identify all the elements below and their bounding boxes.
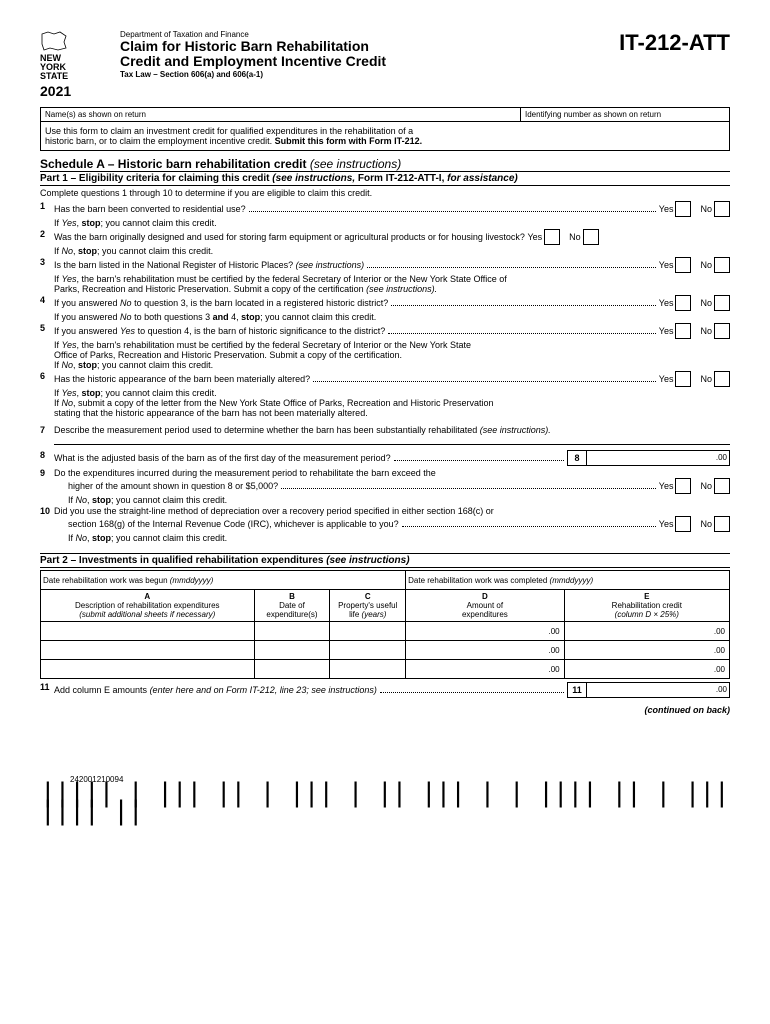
question-5: 5 If you answered Yes to question 4, is …: [40, 322, 730, 340]
form-title-1: Claim for Historic Barn Rehabilitation: [120, 39, 619, 54]
q5-sub3: If No, stop; you cannot claim this credi…: [40, 360, 730, 370]
q6-yes-no[interactable]: Yes No: [659, 371, 730, 387]
q5-yes-no[interactable]: Yes No: [659, 323, 730, 339]
q6-sub3: stating that the historic appearance of …: [40, 408, 730, 418]
q3-sub1: If Yes, the barn's rehabilitation must b…: [40, 274, 730, 284]
q3-yes-no[interactable]: Yes No: [659, 257, 730, 273]
q4-sub: If you answered No to both questions 3 a…: [40, 312, 730, 322]
use-instructions: Use this form to claim an investment cre…: [40, 122, 730, 151]
barcode-area: 242001210094 ||||| | ||| || | ||| | || |…: [40, 775, 730, 820]
date-row[interactable]: Date rehabilitation work was begun (mmdd…: [41, 571, 730, 590]
state-text: NEW YORK STATE: [40, 54, 110, 81]
q6-sub1: If Yes, stop; you cannot claim this cred…: [40, 388, 730, 398]
tax-year: 2021: [40, 83, 110, 99]
q5-sub2: Office of Parks, Recreation and Historic…: [40, 350, 730, 360]
question-1: 1 Has the barn been converted to residen…: [40, 200, 730, 218]
q1-sub: If Yes, stop; you cannot claim this cred…: [40, 218, 730, 228]
form-header: NEW YORK STATE 2021 Department of Taxati…: [40, 30, 730, 99]
column-headers: ADescription of rehabilitation expenditu…: [41, 590, 730, 622]
table-row[interactable]: .00.00: [41, 660, 730, 679]
line-11-amount[interactable]: 11.00: [567, 682, 730, 698]
q2-yes-no[interactable]: Yes No: [527, 229, 598, 245]
question-3: 3 Is the barn listed in the National Reg…: [40, 256, 730, 274]
q5-sub1: If Yes, the barn's rehabilitation must b…: [40, 340, 730, 350]
continued-text: (continued on back): [40, 705, 730, 715]
q2-sub: If No, stop; you cannot claim this credi…: [40, 246, 730, 256]
q7-input-line[interactable]: [54, 444, 730, 445]
q9-yes-no[interactable]: Yes No: [659, 478, 730, 494]
barcode-icon: ||||| | ||| || | ||| | || ||| | | |||| |…: [40, 784, 730, 820]
question-10: 10 Did you use the straight-line method …: [40, 505, 730, 533]
part-2-title: Part 2 – Investments in qualified rehabi…: [40, 553, 730, 568]
title-block: Department of Taxation and Finance Claim…: [110, 30, 619, 79]
ny-state-icon: [40, 30, 68, 52]
part-2-table: Date rehabilitation work was begun (mmdd…: [40, 570, 730, 679]
q4-yes-no[interactable]: Yes No: [659, 295, 730, 311]
table-row[interactable]: .00.00: [41, 622, 730, 641]
schedule-a-title: Schedule A – Historic barn rehabilitatio…: [40, 157, 730, 171]
question-9: 9 Do the expenditures incurred during th…: [40, 467, 730, 495]
form-title-2: Credit and Employment Incentive Credit: [120, 54, 619, 69]
q10-sub: If No, stop; you cannot claim this credi…: [40, 533, 730, 543]
q3-sub2: Parks, Recreation and Historic Preservat…: [40, 284, 730, 294]
q6-sub2: If No, submit a copy of the letter from …: [40, 398, 730, 408]
question-7: 7 Describe the measurement period used t…: [40, 424, 730, 436]
table-row[interactable]: .00.00: [41, 641, 730, 660]
form-number: IT-212-ATT: [619, 30, 730, 56]
q10-yes-no[interactable]: Yes No: [659, 516, 730, 532]
tax-law: Tax Law – Section 606(a) and 606(a-1): [120, 70, 619, 79]
id-field-label[interactable]: Identifying number as shown on return: [521, 108, 729, 121]
question-2: 2 Was the barn originally designed and u…: [40, 228, 730, 246]
q8-amount[interactable]: 8.00: [567, 450, 730, 466]
name-box: Name(s) as shown on return Identifying n…: [40, 107, 730, 122]
line-11: 11 Add column E amounts (enter here and …: [40, 681, 730, 699]
question-4: 4 If you answered No to question 3, is t…: [40, 294, 730, 312]
state-logo: NEW YORK STATE 2021: [40, 30, 110, 99]
q9-sub: If No, stop; you cannot claim this credi…: [40, 495, 730, 505]
question-8: 8 What is the adjusted basis of the barn…: [40, 449, 730, 467]
name-field-label[interactable]: Name(s) as shown on return: [41, 108, 521, 121]
question-6: 6 Has the historic appearance of the bar…: [40, 370, 730, 388]
q1-yes-no[interactable]: Yes No: [659, 201, 730, 217]
part-1-instruction: Complete questions 1 through 10 to deter…: [40, 186, 730, 200]
part-1-title: Part 1 – Eligibility criteria for claimi…: [40, 171, 730, 186]
